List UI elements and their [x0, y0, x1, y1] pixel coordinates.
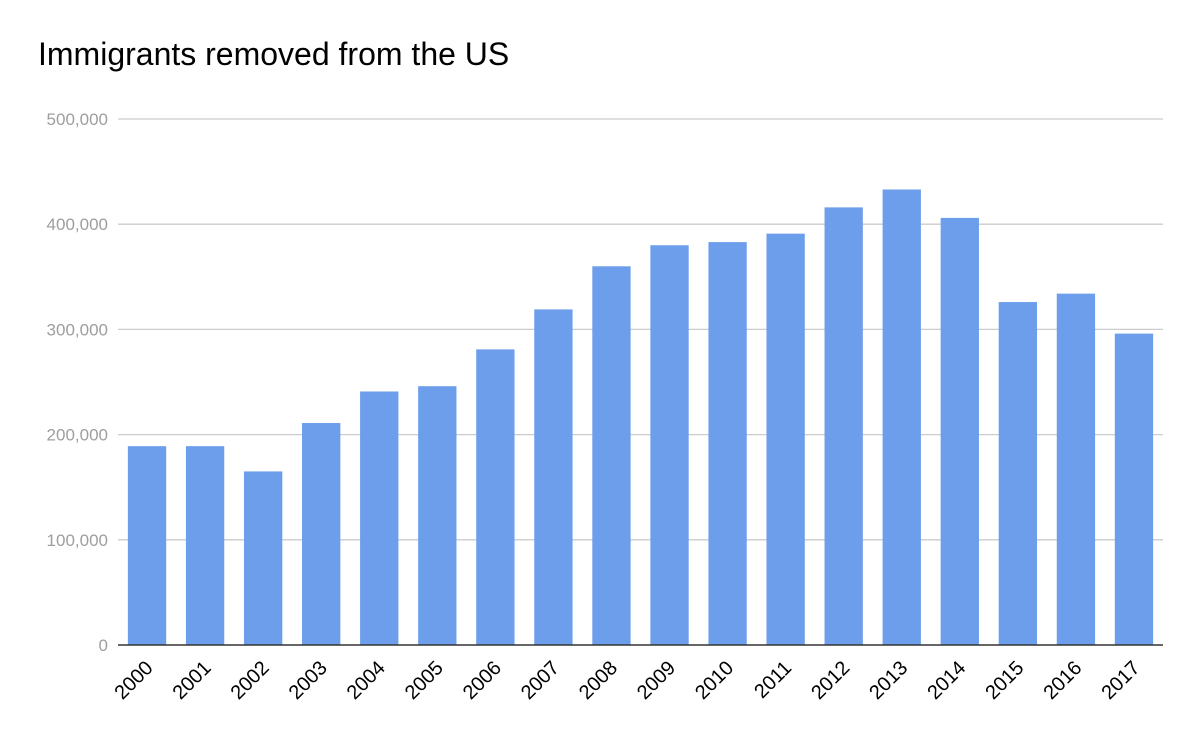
x-tick-label: 2005	[401, 657, 448, 704]
x-tick-label: 2007	[517, 657, 564, 704]
bar	[360, 391, 399, 645]
chart-title: Immigrants removed from the US	[38, 36, 510, 72]
bar	[185, 446, 225, 645]
bar	[592, 266, 631, 645]
x-tick-label: 2002	[227, 657, 274, 704]
y-tick-label: 300,000	[47, 320, 108, 339]
y-tick-label: 100,000	[47, 531, 108, 550]
x-tick-label: 2012	[807, 657, 854, 704]
bar	[940, 217, 979, 645]
y-axis-ticks: 0 100,000 200,000 300,000 400,000 500,000	[47, 110, 108, 655]
x-tick-label: 2008	[575, 657, 622, 704]
x-tick-label: 2016	[1039, 657, 1086, 704]
x-tick-label: 2006	[459, 657, 506, 704]
bar	[824, 207, 863, 646]
x-tick-label: 2003	[285, 657, 332, 704]
x-tick-label: 2000	[111, 657, 158, 704]
bar	[127, 446, 167, 645]
x-tick-label: 2001	[169, 657, 216, 704]
bar	[243, 471, 283, 645]
bar	[302, 423, 341, 645]
bar	[998, 302, 1038, 645]
x-tick-label: 2015	[981, 657, 1028, 704]
bar	[1114, 333, 1154, 645]
bar	[1056, 293, 1096, 645]
x-tick-label: 2004	[343, 657, 390, 704]
x-axis-ticks: 2000 2001 2002 2003 2004 2005 2006 2007 2008 2009…	[111, 657, 1145, 704]
bar	[708, 242, 747, 646]
gridlines	[118, 118, 1163, 541]
y-tick-label: 400,000	[47, 215, 108, 234]
bar	[766, 233, 805, 645]
x-tick-label: 2011	[750, 657, 796, 703]
bar	[650, 245, 689, 646]
y-tick-label: 200,000	[47, 426, 108, 445]
x-tick-label: 2013	[865, 657, 912, 704]
x-tick-label: 2017	[1097, 657, 1144, 704]
x-tick-label: 2014	[923, 657, 970, 704]
x-tick-label: 2010	[691, 657, 738, 704]
bars	[127, 189, 1154, 646]
bar	[882, 189, 921, 645]
bar	[534, 309, 573, 645]
bar	[476, 349, 515, 645]
x-tick-label: 2009	[633, 657, 680, 704]
y-tick-label: 0	[99, 636, 108, 655]
bar	[418, 386, 457, 645]
y-tick-label: 500,000	[47, 110, 108, 129]
